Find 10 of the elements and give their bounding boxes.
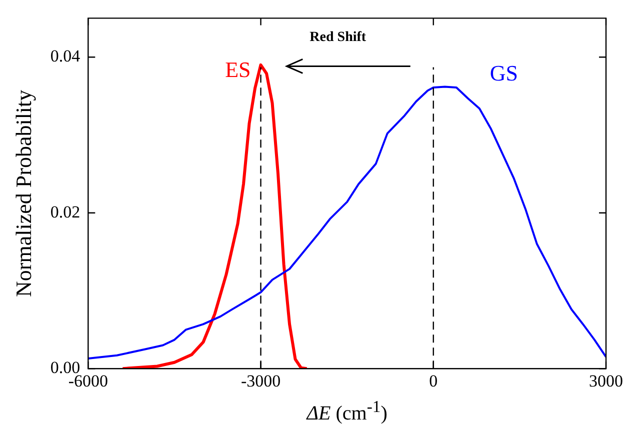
x-tick-label: -3000 — [240, 371, 281, 390]
x-axis-title: ΔE (cm$^{-1}$) — [306, 396, 388, 426]
x-tick-label: 0 — [429, 371, 438, 390]
y-axis-title: Normalized Probability — [10, 90, 36, 297]
series-label: GS — [490, 60, 518, 86]
x-tick-label: 3000 — [589, 371, 623, 390]
annotation: Red Shift — [310, 30, 366, 46]
series-label: ES — [225, 56, 251, 82]
y-tick-label: 0.02 — [50, 202, 80, 222]
y-tick-label: 0.04 — [50, 46, 81, 66]
